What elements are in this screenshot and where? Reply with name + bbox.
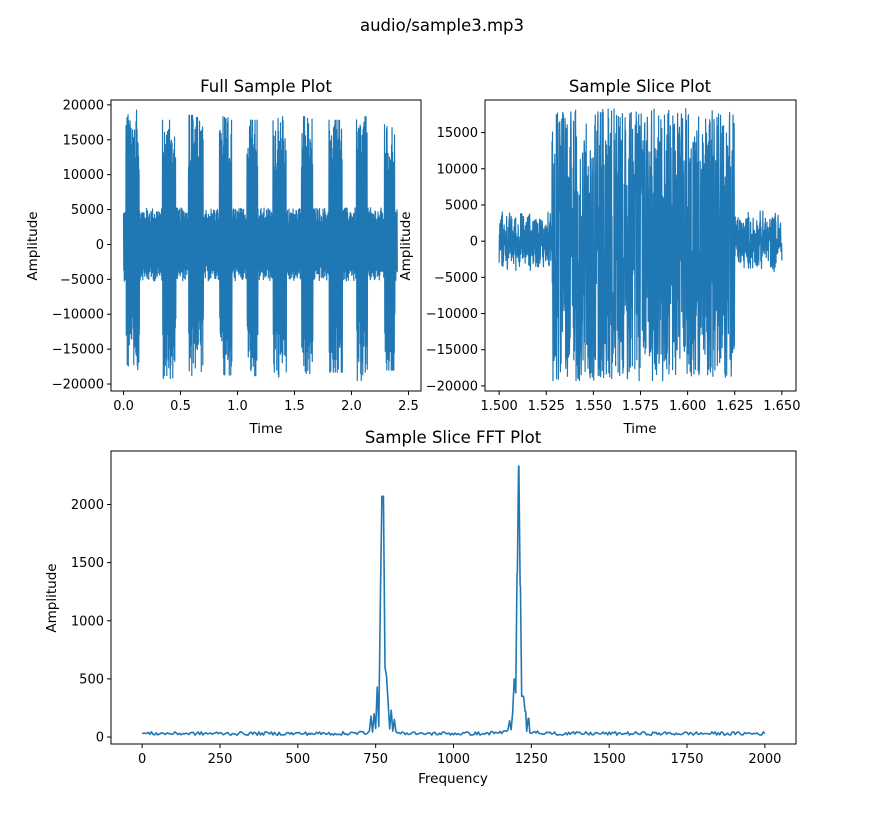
slice-x-tick-label: 1.625 [716,399,753,414]
fft-y-tick-label: 500 [79,672,104,687]
slice-y-tick-label: 15000 [437,126,478,141]
full-sample-xlabel: Time [248,421,282,437]
fft-y-tick-label: 1000 [71,614,104,629]
fft-x-ticks: 0 250 500 750 1000 1250 1500 1750 2000 [138,744,781,767]
full-sample-frame [110,99,422,392]
fft-ylabel: Amplitude [44,563,60,632]
fft-x-tick-label: 500 [285,752,310,767]
fft-y-tick-label: 1500 [71,556,104,571]
fft-plot: Sample Slice FFT Plot 0 250 500 750 1000 1250… [44,428,797,787]
fft-x-tick-label: 2000 [748,752,781,767]
full-y-tick-label: 10000 [63,168,104,183]
full-x-tick-label: 2.5 [398,399,419,414]
full-y-tick-label: −10000 [52,308,104,323]
slice-x-tick-label: 1.550 [575,399,612,414]
fft-x-tick-label: 1750 [670,752,703,767]
slice-x-tick-label: 1.500 [481,399,518,414]
slice-x-tick-label: 1.575 [622,399,659,414]
full-x-tick-label: 1.5 [284,399,305,414]
fft-y-tick-label: 0 [96,731,104,746]
sample-slice-ylabel: Amplitude [398,211,414,280]
full-y-tick-label: 15000 [63,133,104,148]
full-sample-title: Full Sample Plot [200,77,332,96]
full-y-tick-label: −20000 [52,378,104,393]
full-y-tick-label: 5000 [71,203,104,218]
slice-y-tick-label: 10000 [437,162,478,177]
full-sample-y-ticks: −20000 −15000 −10000 −5000 0 5000 10000 15000 20… [52,98,111,393]
slice-x-tick-label: 1.650 [763,399,800,414]
fft-series-line [142,465,766,737]
sample-slice-signal [498,108,783,382]
full-sample-x-ticks: 0.0 0.5 1.0 1.5 2.0 2.5 [113,391,419,414]
fft-signal [142,465,766,737]
fft-x-tick-label: 750 [363,752,388,767]
full-y-tick-label: 0 [96,238,104,253]
slice-y-tick-label: 5000 [445,198,478,213]
fft-y-tick-label: 2000 [71,498,104,513]
sample-slice-y-ticks: −20000 −15000 −10000 −5000 0 5000 10000 15000 [426,126,485,394]
full-sample-plot: Full Sample Plot 0.0 0.5 1.0 1.5 2.0 2.5 −200… [25,77,422,437]
slice-y-tick-label: −20000 [426,379,478,394]
full-x-tick-label: 2.0 [341,399,362,414]
full-series-line [122,109,398,382]
full-y-tick-label: −5000 [60,273,104,288]
fft-frame [110,450,797,745]
fft-y-ticks: 0 500 1000 1500 2000 [71,498,111,746]
slice-y-tick-label: −15000 [426,343,478,358]
full-sample-ylabel: Amplitude [25,211,41,280]
full-x-tick-label: 0.0 [113,399,134,414]
full-x-tick-label: 1.0 [227,399,248,414]
sample-slice-title: Sample Slice Plot [569,77,712,96]
fft-x-tick-label: 1500 [593,752,626,767]
full-y-tick-label: −15000 [52,343,104,358]
full-x-tick-label: 0.5 [170,399,191,414]
fft-xlabel: Frequency [418,771,488,787]
figure-suptitle: audio/sample3.mp3 [360,16,524,35]
slice-y-tick-label: −10000 [426,307,478,322]
fft-x-tick-label: 1000 [437,752,470,767]
slice-x-tick-label: 1.600 [669,399,706,414]
fft-x-tick-label: 250 [208,752,233,767]
fft-x-tick-label: 0 [138,752,146,767]
slice-x-tick-label: 1.525 [528,399,565,414]
fft-x-tick-label: 1250 [515,752,548,767]
slice-y-tick-label: −5000 [434,271,478,286]
slice-y-tick-label: 0 [470,235,478,250]
sample-slice-plot: Sample Slice Plot 1.500 1.525 1.550 1.575 1.… [398,77,800,437]
slice-series-line [498,108,783,382]
full-sample-signal [122,109,398,382]
sample-slice-xlabel: Time [622,421,656,437]
fft-title: Sample Slice FFT Plot [365,428,542,447]
full-y-tick-label: 20000 [63,98,104,113]
sample-slice-x-ticks: 1.500 1.525 1.550 1.575 1.600 1.625 1.650 [481,391,800,414]
